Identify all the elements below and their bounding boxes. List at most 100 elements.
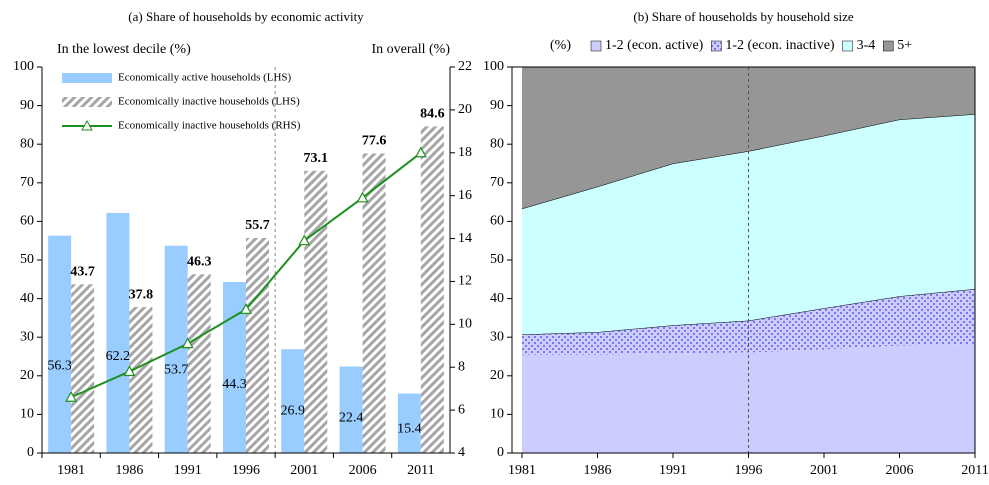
legend-label: 1-2 (econ. inactive) (725, 38, 835, 53)
value-label: 15.4 (397, 421, 422, 436)
value-label: 44.3 (222, 377, 247, 392)
x-tick-label: 2006 (349, 463, 377, 478)
y-tick-label: 20 (490, 368, 504, 383)
value-label: 37.8 (129, 287, 154, 302)
y-tick-label: 20 (20, 368, 34, 383)
y-tick-label: 80 (490, 136, 504, 151)
bar (223, 282, 246, 453)
y-axis-label: In the lowest decile (%) (57, 42, 191, 57)
value-label: 26.9 (281, 404, 306, 419)
x-tick-label: 2011 (407, 463, 434, 478)
x-tick-label: 1991 (659, 463, 687, 478)
x-tick-label: 2006 (886, 463, 914, 478)
y2-tick-label: 22 (458, 59, 472, 74)
value-label: 56.3 (47, 358, 72, 373)
y-tick-label: 100 (13, 59, 34, 74)
bar (397, 393, 421, 453)
legend-label: 5+ (897, 38, 912, 53)
legend-label: Economically active households (LHS) (118, 72, 292, 84)
y-tick-label: 40 (490, 291, 504, 306)
legend-swatch (883, 40, 894, 52)
bar (304, 170, 328, 454)
y-tick-label: 80 (20, 136, 34, 151)
value-label: 55.7 (245, 218, 270, 233)
bar (106, 212, 130, 453)
y-tick-label: 90 (490, 98, 504, 113)
bar (129, 307, 153, 453)
y-tick-label: 70 (20, 175, 34, 190)
y-tick-label: 50 (490, 252, 504, 267)
value-label: 84.6 (420, 107, 445, 122)
x-tick-label: 2001 (810, 463, 838, 478)
x-tick-label: 1991 (174, 463, 202, 478)
y2-tick-label: 14 (458, 231, 472, 246)
bar (187, 274, 211, 453)
y2-tick-label: 6 (458, 402, 465, 417)
y-tick-label: 30 (490, 329, 504, 344)
y-tick-label: 60 (490, 214, 504, 229)
legend-swatch (711, 40, 722, 52)
bar (246, 237, 269, 453)
legend-swatch (842, 40, 853, 52)
y-axis-label: (%) (550, 38, 571, 53)
y-tick-label: 90 (20, 98, 34, 113)
marker (239, 303, 253, 314)
y2-tick-label: 20 (458, 102, 472, 117)
y-tick-label: 10 (490, 407, 504, 422)
y2-tick-label: 10 (458, 317, 472, 332)
y2-tick-label: 16 (458, 188, 472, 203)
y-tick-label: 50 (20, 252, 34, 267)
legend-swatch (62, 97, 112, 107)
area (522, 67, 975, 209)
legend-label: Economically inactive households (LHS) (118, 96, 300, 108)
marker (181, 337, 194, 349)
x-tick-label: 1996 (232, 463, 260, 478)
value-label: 77.6 (362, 134, 387, 149)
marker (123, 365, 136, 377)
bar (281, 349, 305, 453)
x-tick-label: 2011 (961, 463, 988, 478)
x-tick-label: 1981 (57, 463, 85, 478)
marker (356, 191, 369, 203)
y-tick-label: 10 (20, 407, 34, 422)
marker (65, 391, 78, 402)
legend-label: 1-2 (econ. active) (605, 38, 704, 53)
chart-title: (a) Share of households by economic acti… (128, 9, 364, 24)
y-tick-label: 100 (483, 59, 504, 74)
y-tick-label: 40 (20, 291, 34, 306)
y-tick-label: 70 (490, 175, 504, 190)
y-tick-label: 30 (20, 329, 34, 344)
plot-frame (511, 66, 976, 454)
y2-axis-label: In overall (%) (371, 42, 450, 57)
y-tick-label: 60 (20, 214, 34, 229)
legend-label: Economically inactive households (RHS) (118, 120, 301, 132)
marker (298, 234, 311, 246)
value-label: 73.1 (304, 151, 329, 166)
x-tick-label: 1996 (735, 463, 763, 478)
legend-swatch (62, 73, 112, 83)
value-label: 62.2 (106, 349, 131, 364)
y2-tick-label: 12 (458, 274, 472, 289)
x-tick-label: 1981 (508, 463, 536, 478)
legend-swatch (81, 119, 93, 131)
y-tick-label: 0 (497, 445, 504, 460)
legend-swatch (590, 40, 602, 52)
bar (339, 366, 363, 453)
x-tick-label: 1986 (584, 463, 612, 478)
bar (420, 126, 444, 453)
marker (414, 146, 427, 158)
legend-label: 3-4 (857, 38, 876, 53)
x-tick-label: 1986 (115, 463, 143, 478)
chart-title: (b) Share of households by household siz… (633, 9, 853, 24)
bar (48, 235, 72, 453)
y2-tick-label: 18 (458, 145, 472, 160)
value-label: 46.3 (187, 255, 212, 270)
value-label: 43.7 (70, 265, 95, 280)
bar (362, 153, 386, 454)
value-label: 22.4 (339, 411, 364, 426)
value-label: 53.7 (164, 362, 189, 377)
y-tick-label: 0 (27, 445, 34, 460)
x-tick-label: 2001 (290, 463, 318, 478)
y2-tick-label: 4 (458, 445, 465, 460)
